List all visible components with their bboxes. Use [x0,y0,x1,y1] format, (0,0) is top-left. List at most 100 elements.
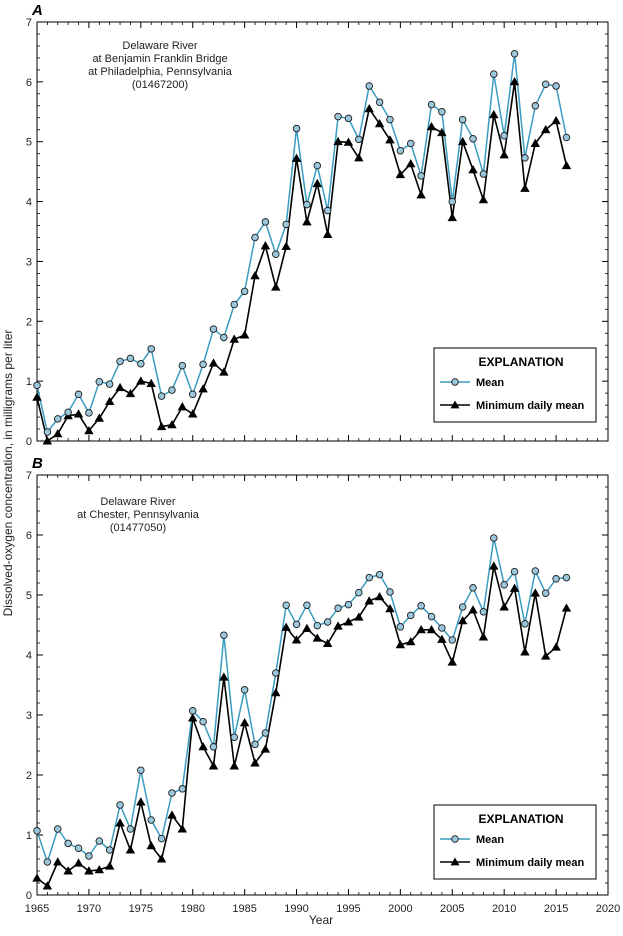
mean-point [188,707,197,715]
site-label-line: at Benjamin Franklin Bridge [92,53,227,65]
minimum-daily-mean-point [125,845,136,854]
legend-mean-label: Mean [476,834,504,846]
minimum-daily-mean-point [125,388,136,398]
minimum-daily-mean-point [312,178,323,188]
minimum-daily-mean-point [32,873,42,882]
minimum-daily-mean-point [177,824,188,833]
series-line-mean [36,52,568,433]
minimum-daily-mean-point [146,840,156,850]
mean-point [479,608,488,616]
mean-point [220,631,228,639]
y-tick-label: 1 [26,376,32,388]
minimum-daily-mean-point [239,330,250,339]
minimum-daily-mean-point [385,603,395,613]
minimum-daily-mean-point [291,635,302,644]
mean-point [43,858,52,866]
mean-point [386,588,394,596]
minimum-daily-mean-point [406,159,416,168]
mean-point [375,98,384,106]
minimum-daily-mean-point [457,615,468,625]
mean-point [54,415,62,423]
x-tick-label: 1975 [129,903,153,915]
mean-point [427,612,436,621]
minimum-daily-mean-point [167,810,177,819]
minimum-daily-mean-point [32,392,42,401]
mean-point [396,146,405,155]
minimum-daily-mean-point [509,583,520,592]
minimum-daily-mean-point [208,358,219,367]
minimum-daily-mean-point [250,758,260,767]
legend: EXPLANATION Mean Minimum daily mean [433,804,597,880]
minimum-daily-mean-point [551,115,561,125]
minimum-daily-mean-point [540,651,551,660]
minimum-daily-mean-point [302,623,312,633]
mean-point [292,620,301,629]
mean-point [116,801,124,809]
legend-title: EXPLANATION [478,812,563,826]
legend-mean-label: Mean [476,377,504,389]
mean-point [490,534,498,542]
minimum-daily-mean-point [208,761,219,770]
minimum-daily-mean-point [416,190,426,199]
x-tick-label: 1995 [336,903,360,915]
minimum-daily-mean-point [188,409,198,418]
y-tick-label: 5 [26,137,32,149]
x-axis-title: Year [309,913,333,927]
minimum-daily-mean-point [374,591,385,601]
mean-point [105,380,114,388]
minimum-daily-mean-point [42,436,53,445]
mean-point [220,333,228,342]
y-tick-label: 2 [26,770,32,782]
y-tick-label: 3 [26,256,32,268]
mean-point [355,588,363,597]
x-tick-label: 2005 [440,903,464,915]
minimum-daily-mean-point [94,413,105,422]
minimum-daily-mean-point [219,367,229,376]
mean-point [323,618,332,626]
minimum-daily-mean-point [73,409,84,418]
mean-point [303,200,311,209]
mean-point [469,134,477,143]
y-tick-label: 0 [26,890,32,902]
minimum-daily-mean-point [354,153,364,162]
minimum-daily-mean-point [239,717,250,727]
minimum-daily-mean-point [271,687,281,697]
mean-point [261,218,270,226]
mean-point [64,839,72,848]
y-axis-title: Dissolved-oxygen concentration, in milli… [1,330,15,617]
minimum-daily-mean-point [177,402,188,411]
plot-frame [36,474,609,896]
minimum-daily-mean-point [73,858,84,867]
minimum-daily-mean-point [281,622,291,631]
minimum-daily-mean-point [104,861,115,870]
y-tick-label: 4 [26,650,32,662]
mean-point [230,300,239,309]
minimum-daily-mean-point [343,137,354,146]
minimum-daily-mean-point [94,864,105,874]
mean-point [240,686,249,694]
mean-point [365,82,373,90]
site-label-line: (01477050) [110,522,166,534]
minimum-daily-mean-point [250,270,260,280]
minimum-daily-mean-point [416,624,426,634]
mean-point [521,620,529,628]
y-tick-label: 5 [26,590,32,602]
minimum-daily-mean-point [271,282,281,291]
minimum-daily-mean-point [520,647,530,656]
minimum-daily-mean-point [260,744,271,753]
mean-point [417,172,425,180]
mean-point [458,115,467,124]
mean-point [178,361,187,370]
minimum-daily-mean-point [468,605,478,614]
mean-point [282,220,290,229]
mean-point [95,377,104,386]
mean-point [261,729,270,737]
mean-point [458,603,467,611]
mean-point [85,852,93,860]
minimum-daily-mean-point [447,657,457,666]
mean-point [64,408,72,417]
mean-point [375,570,384,579]
series-line-mean [36,537,567,863]
